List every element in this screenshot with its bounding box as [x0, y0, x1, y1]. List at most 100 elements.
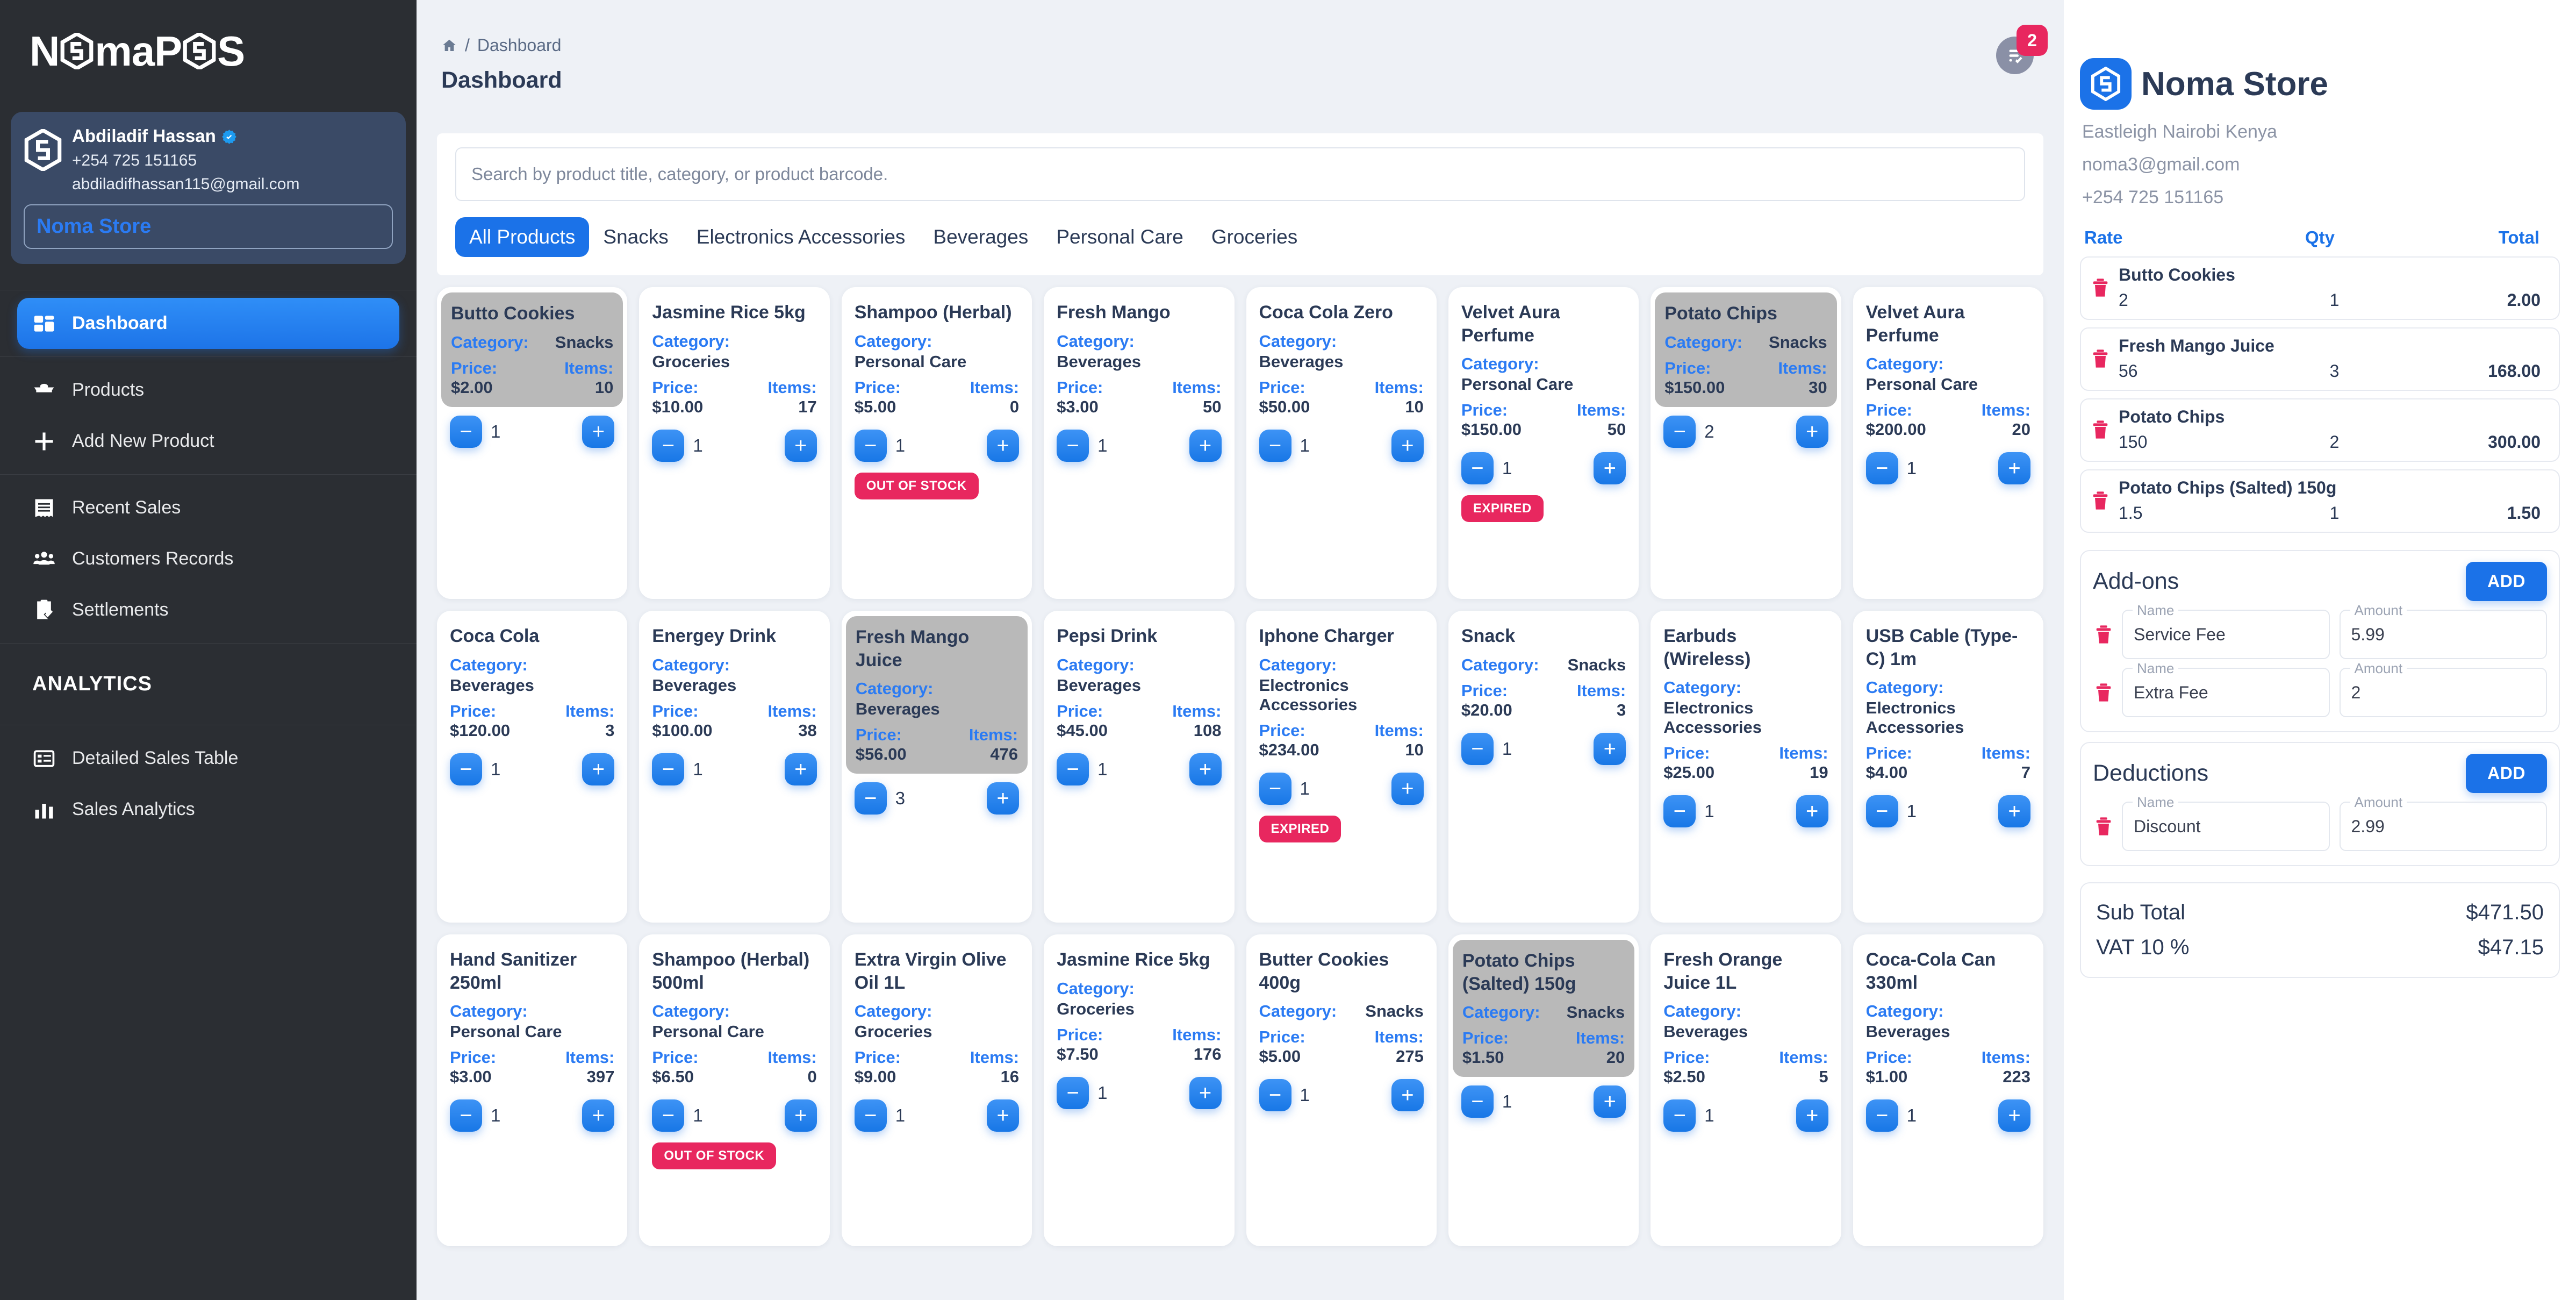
- decrease-quantity-button[interactable]: −: [450, 1099, 482, 1132]
- sidebar-item-customers-records[interactable]: Customers Records: [17, 533, 399, 584]
- tab-electronics-accessories[interactable]: Electronics Accessories: [696, 226, 906, 248]
- delete-cart-item-icon[interactable]: [2090, 346, 2111, 371]
- decrease-quantity-button[interactable]: −: [1057, 429, 1089, 462]
- tab-snacks[interactable]: Snacks: [603, 226, 669, 248]
- increase-quantity-button[interactable]: +: [582, 753, 615, 785]
- decrease-quantity-button[interactable]: −: [854, 782, 887, 815]
- product-card[interactable]: Fresh Mango Juice Category: Beverages Pr…: [841, 611, 1032, 923]
- product-card[interactable]: Earbuds (Wireless) Category: Electronics…: [1651, 611, 1841, 923]
- sidebar-item-sales-analytics[interactable]: Sales Analytics: [17, 784, 399, 835]
- sidebar-item-dashboard[interactable]: Dashboard: [17, 298, 399, 349]
- product-card[interactable]: Jasmine Rice 5kg Category: Groceries Pri…: [1044, 934, 1235, 1246]
- decrease-quantity-button[interactable]: −: [450, 415, 482, 448]
- product-grid-scroll[interactable]: Butto Cookies Category: Snacks Price: $2…: [417, 275, 2064, 1300]
- decrease-quantity-button[interactable]: −: [1663, 795, 1696, 827]
- addon-name-input[interactable]: Extra Fee: [2122, 668, 2330, 717]
- increase-quantity-button[interactable]: +: [1594, 732, 1626, 765]
- product-card[interactable]: Iphone Charger Category: Electronics Acc…: [1246, 611, 1437, 923]
- decrease-quantity-button[interactable]: −: [1259, 429, 1291, 462]
- product-card[interactable]: USB Cable (Type-C) 1m Category: Electron…: [1853, 611, 2043, 923]
- sidebar-item-settlements[interactable]: Settlements: [17, 584, 399, 635]
- deduction-amount-input[interactable]: 2.99: [2339, 802, 2547, 851]
- decrease-quantity-button[interactable]: −: [1461, 732, 1494, 765]
- decrease-quantity-button[interactable]: −: [854, 429, 887, 462]
- tab-all-products[interactable]: All Products: [455, 217, 590, 257]
- product-card[interactable]: Potato Chips (Salted) 150g Category: Sna…: [1448, 934, 1639, 1246]
- increase-quantity-button[interactable]: +: [1796, 1099, 1828, 1132]
- increase-quantity-button[interactable]: +: [1998, 795, 2030, 827]
- delete-cart-item-icon[interactable]: [2090, 488, 2111, 513]
- increase-quantity-button[interactable]: +: [784, 1099, 817, 1132]
- store-selector[interactable]: Noma Store: [24, 204, 393, 249]
- decrease-quantity-button[interactable]: −: [1865, 1099, 1898, 1132]
- product-card[interactable]: Butto Cookies Category: Snacks Price: $2…: [437, 287, 628, 599]
- tab-personal-care[interactable]: Personal Care: [1056, 226, 1183, 248]
- product-card[interactable]: Extra Virgin Olive Oil 1L Category: Groc…: [841, 934, 1032, 1246]
- home-icon[interactable]: [441, 38, 457, 54]
- breadcrumb-current[interactable]: Dashboard: [477, 35, 562, 55]
- product-card[interactable]: Coca Cola Category: Beverages Price: $12…: [437, 611, 628, 923]
- delete-addon-icon[interactable]: [2093, 622, 2114, 647]
- addon-name-input[interactable]: Service Fee: [2122, 610, 2330, 659]
- increase-quantity-button[interactable]: +: [1796, 415, 1828, 448]
- decrease-quantity-button[interactable]: −: [1865, 452, 1898, 484]
- addons-add-button[interactable]: ADD: [2466, 562, 2547, 601]
- decrease-quantity-button[interactable]: −: [854, 1099, 887, 1132]
- increase-quantity-button[interactable]: +: [1998, 1099, 2030, 1132]
- increase-quantity-button[interactable]: +: [784, 753, 817, 785]
- delete-addon-icon[interactable]: [2093, 680, 2114, 705]
- product-card[interactable]: Hand Sanitizer 250ml Category: Personal …: [437, 934, 628, 1246]
- product-card[interactable]: Fresh Mango Category: Beverages Price: $…: [1044, 287, 1235, 599]
- increase-quantity-button[interactable]: +: [987, 782, 1020, 815]
- deductions-add-button[interactable]: ADD: [2466, 754, 2547, 793]
- increase-quantity-button[interactable]: +: [1796, 795, 1828, 827]
- addon-name-field[interactable]: Name Service Fee: [2122, 602, 2330, 659]
- decrease-quantity-button[interactable]: −: [1663, 1099, 1696, 1132]
- product-card[interactable]: Butter Cookies 400g Category: Snacks Pri…: [1246, 934, 1437, 1246]
- decrease-quantity-button[interactable]: −: [652, 1099, 685, 1132]
- deduction-name-input[interactable]: Discount: [2122, 802, 2330, 851]
- product-card[interactable]: Energey Drink Category: Beverages Price:…: [639, 611, 830, 923]
- increase-quantity-button[interactable]: +: [1594, 452, 1626, 484]
- increase-quantity-button[interactable]: +: [987, 429, 1020, 462]
- addon-amount-field[interactable]: Amount 2: [2339, 660, 2547, 717]
- addon-amount-field[interactable]: Amount 5.99: [2339, 602, 2547, 659]
- increase-quantity-button[interactable]: +: [987, 1099, 1020, 1132]
- search-input[interactable]: Search by product title, category, or pr…: [455, 147, 2025, 201]
- product-card[interactable]: Shampoo (Herbal) 500ml Category: Persona…: [639, 934, 830, 1246]
- decrease-quantity-button[interactable]: −: [1461, 1085, 1494, 1118]
- product-card[interactable]: Shampoo (Herbal) Category: Personal Care…: [841, 287, 1032, 599]
- delete-cart-item-icon[interactable]: [2090, 275, 2111, 300]
- product-card[interactable]: Pepsi Drink Category: Beverages Price: $…: [1044, 611, 1235, 923]
- sidebar-item-recent-sales[interactable]: Recent Sales: [17, 482, 399, 533]
- orders-notification[interactable]: 2: [1996, 25, 2048, 74]
- addon-amount-input[interactable]: 5.99: [2339, 610, 2547, 659]
- decrease-quantity-button[interactable]: −: [1865, 795, 1898, 827]
- increase-quantity-button[interactable]: +: [1594, 1085, 1626, 1118]
- decrease-quantity-button[interactable]: −: [652, 753, 685, 785]
- decrease-quantity-button[interactable]: −: [450, 753, 482, 785]
- sidebar-item-products[interactable]: Products: [17, 365, 399, 416]
- decrease-quantity-button[interactable]: −: [1057, 1076, 1089, 1109]
- increase-quantity-button[interactable]: +: [1189, 1076, 1222, 1109]
- addon-amount-input[interactable]: 2: [2339, 668, 2547, 717]
- decrease-quantity-button[interactable]: −: [1663, 415, 1696, 448]
- product-card[interactable]: Snack Category: Snacks Price: $20.00 Ite…: [1448, 611, 1639, 923]
- delete-deduction-icon[interactable]: [2093, 814, 2114, 839]
- decrease-quantity-button[interactable]: −: [1057, 753, 1089, 785]
- decrease-quantity-button[interactable]: −: [1461, 452, 1494, 484]
- tab-groceries[interactable]: Groceries: [1211, 226, 1298, 248]
- decrease-quantity-button[interactable]: −: [1259, 772, 1291, 805]
- sidebar-item-add-new-product[interactable]: Add New Product: [17, 416, 399, 467]
- product-card[interactable]: Coca-Cola Can 330ml Category: Beverages …: [1853, 934, 2043, 1246]
- decrease-quantity-button[interactable]: −: [1259, 1079, 1291, 1111]
- brand-logo[interactable]: N ma P S: [0, 0, 417, 102]
- increase-quantity-button[interactable]: +: [1189, 429, 1222, 462]
- deduction-name-field[interactable]: Name Discount: [2122, 794, 2330, 851]
- increase-quantity-button[interactable]: +: [1189, 753, 1222, 785]
- increase-quantity-button[interactable]: +: [1391, 1079, 1424, 1111]
- sidebar-item-detailed-sales-table[interactable]: Detailed Sales Table: [17, 733, 399, 784]
- product-card[interactable]: Velvet Aura Perfume Category: Personal C…: [1853, 287, 2043, 599]
- delete-cart-item-icon[interactable]: [2090, 417, 2111, 442]
- increase-quantity-button[interactable]: +: [582, 415, 615, 448]
